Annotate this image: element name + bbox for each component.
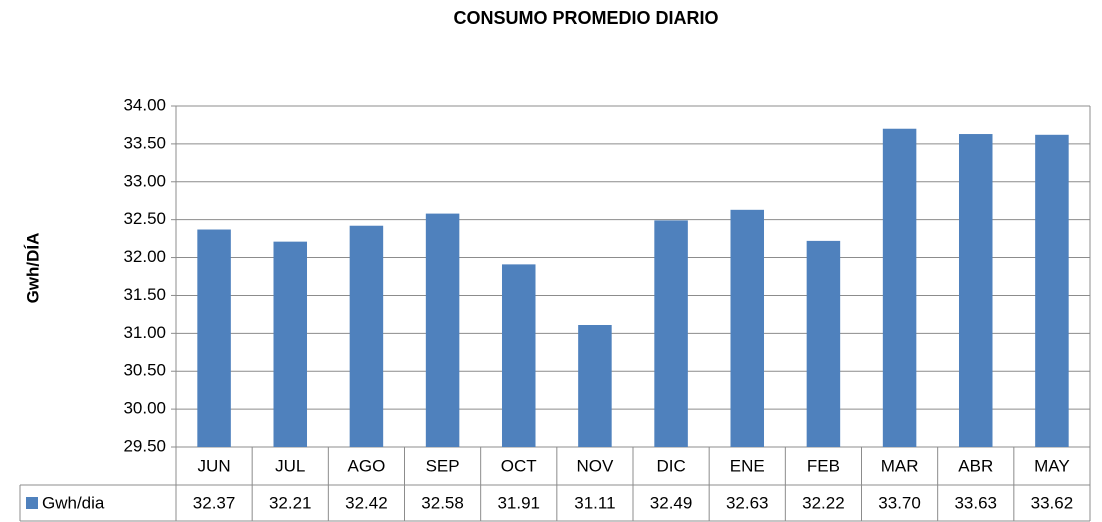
- bar: [882, 128, 917, 447]
- table-value: 32.49: [650, 493, 693, 512]
- bar: [958, 134, 993, 447]
- x-tick-label: MAY: [1034, 456, 1070, 475]
- x-tick-label: ENE: [730, 456, 765, 475]
- y-tick-label: 30.00: [123, 399, 166, 418]
- bar: [578, 324, 612, 447]
- table-value: 32.37: [193, 493, 236, 512]
- table-value: 33.63: [954, 493, 997, 512]
- table-value: 32.63: [726, 493, 769, 512]
- y-tick-label: 33.50: [123, 133, 166, 152]
- bar: [501, 264, 536, 447]
- table-value: 31.11: [574, 493, 615, 512]
- y-tick-label: 33.00: [123, 171, 166, 190]
- y-tick-label: 32.00: [123, 247, 166, 266]
- x-tick-label: JUN: [198, 456, 231, 475]
- x-tick-label: JUL: [275, 456, 305, 475]
- table-value: 32.22: [802, 493, 845, 512]
- legend-swatch: [26, 497, 38, 509]
- x-tick-label: NOV: [576, 456, 614, 475]
- y-tick-label: 32.50: [123, 209, 166, 228]
- table-value: 32.42: [345, 493, 388, 512]
- table-value: 31.91: [497, 493, 540, 512]
- table-value: 32.58: [421, 493, 464, 512]
- table-value: 33.70: [878, 493, 921, 512]
- y-tick-label: 31.00: [123, 323, 166, 342]
- x-tick-label: MAR: [881, 456, 919, 475]
- y-tick-label: 34.00: [123, 95, 166, 114]
- x-tick-label: SEP: [426, 456, 460, 475]
- y-tick-label: 31.50: [123, 285, 166, 304]
- y-tick-label: 30.50: [123, 361, 166, 380]
- x-tick-label: ABR: [958, 456, 993, 475]
- y-tick-label: 29.50: [123, 436, 166, 455]
- table-value: 33.62: [1031, 493, 1074, 512]
- bar: [349, 225, 384, 447]
- bar: [197, 229, 231, 447]
- x-tick-label: AGO: [348, 456, 386, 475]
- bar: [654, 220, 688, 447]
- bar: [730, 209, 765, 447]
- legend-label: Gwh/dia: [42, 493, 105, 512]
- x-tick-label: OCT: [501, 456, 537, 475]
- bar: [806, 240, 841, 447]
- table-value: 32.21: [269, 493, 312, 512]
- bar: [1035, 134, 1069, 447]
- y-axis-title: Gwh/DÍA: [23, 233, 42, 304]
- x-tick-label: DIC: [656, 456, 685, 475]
- x-tick-label: FEB: [807, 456, 840, 475]
- bar: [273, 241, 308, 447]
- chart-title: CONSUMO PROMEDIO DIARIO: [453, 8, 718, 28]
- bar: [425, 213, 460, 447]
